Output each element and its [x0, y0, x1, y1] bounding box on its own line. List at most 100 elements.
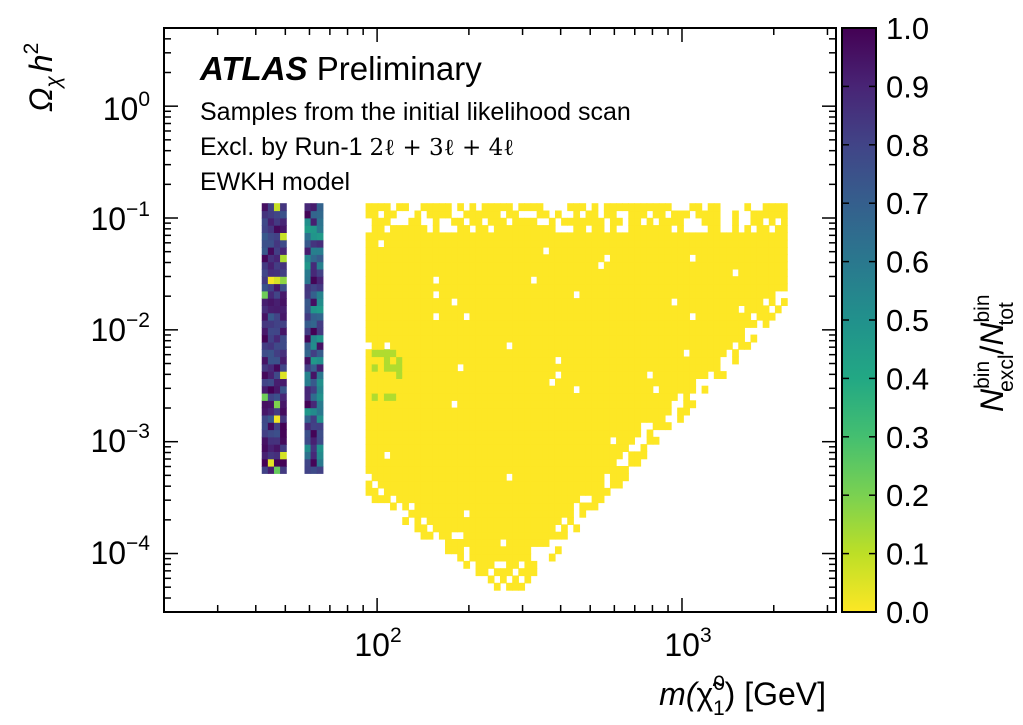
heatmap-cell	[506, 393, 513, 401]
heatmap-cell	[487, 575, 495, 584]
heatmap-cell	[738, 341, 745, 350]
heatmap-cell	[518, 407, 526, 416]
heatmap-cell	[280, 458, 287, 467]
heatmap-cell	[365, 276, 373, 285]
heatmap-cell	[469, 466, 477, 474]
heatmap-cell	[469, 444, 477, 452]
heatmap-cell	[383, 356, 391, 365]
heatmap-cell	[561, 247, 568, 255]
heatmap-cell	[634, 210, 642, 219]
heatmap-cell	[481, 480, 489, 489]
heatmap-cell	[463, 283, 471, 292]
heatmap-cell	[774, 247, 782, 255]
heatmap-cell	[634, 261, 642, 270]
heatmap-cell	[457, 524, 464, 533]
heatmap-cell	[420, 320, 428, 328]
heatmap-cell	[518, 480, 526, 489]
heatmap-cell	[585, 393, 593, 401]
heatmap-cell	[548, 422, 556, 431]
heatmap-cell	[579, 268, 587, 277]
heatmap-cell	[390, 436, 397, 445]
heatmap-cell	[591, 247, 599, 255]
heatmap-cell	[713, 283, 721, 292]
heatmap-cell	[469, 268, 477, 277]
heatmap-cell	[622, 203, 629, 212]
heatmap-cell	[261, 217, 269, 226]
heatmap-cell	[677, 407, 684, 416]
heatmap-cell	[768, 254, 776, 263]
heatmap-cell	[677, 247, 684, 255]
heatmap-cell	[267, 371, 275, 379]
y-axis-label: Ωχh2	[20, 43, 65, 112]
heatmap-cell	[695, 247, 703, 255]
heatmap-cell	[481, 232, 489, 241]
heatmap-cell	[567, 509, 574, 518]
heatmap-cell	[377, 283, 385, 292]
heatmap-cell	[634, 356, 642, 365]
heatmap-cell	[273, 305, 281, 314]
heatmap-cell	[512, 429, 519, 438]
heatmap-cell	[316, 203, 324, 212]
heatmap-cell	[609, 239, 617, 248]
heatmap-cell	[457, 393, 464, 401]
heatmap-cell	[713, 334, 721, 343]
heatmap-cell	[408, 429, 416, 438]
heatmap-cell	[432, 487, 440, 496]
heatmap-cell	[445, 305, 452, 314]
heatmap-cell	[640, 232, 648, 241]
heatmap-cell	[481, 239, 489, 248]
heatmap-cell	[500, 247, 507, 255]
heatmap-cell	[542, 429, 550, 438]
heatmap-cell	[664, 276, 672, 285]
heatmap-cell	[420, 436, 428, 445]
heatmap-cell	[750, 232, 758, 241]
heatmap-cell	[567, 414, 574, 423]
heatmap-cell	[365, 290, 373, 299]
heatmap-cell	[365, 487, 373, 496]
heatmap-cell	[463, 276, 471, 285]
heatmap-cell	[646, 436, 654, 445]
heatmap-cell	[518, 546, 526, 555]
heatmap-cell	[481, 509, 489, 518]
heatmap-cell	[573, 268, 581, 277]
heatmap-cell	[512, 458, 519, 467]
heatmap-cell	[261, 225, 269, 233]
heatmap-cell	[542, 320, 550, 328]
heatmap-cell	[603, 312, 611, 321]
heatmap-cell	[585, 473, 593, 482]
heatmap-cell	[463, 560, 471, 569]
heatmap-cell	[518, 327, 526, 336]
heatmap-cell	[616, 378, 623, 387]
heatmap-cell	[646, 312, 654, 321]
heatmap-cell	[646, 239, 654, 248]
heatmap-cell	[512, 217, 519, 226]
heatmap-cell	[609, 298, 617, 306]
heatmap-cell	[432, 429, 440, 438]
heatmap-cell	[683, 232, 690, 241]
annotations: ATLAS Preliminary Samples from the initi…	[199, 50, 631, 196]
heatmap-cell	[597, 268, 605, 277]
heatmap-cell	[713, 239, 721, 248]
heatmap-cell	[267, 341, 275, 350]
heatmap-cell	[561, 385, 568, 394]
heatmap-cell	[316, 268, 324, 277]
heatmap-cell	[383, 458, 391, 467]
heatmap-cell	[530, 480, 538, 489]
heatmap-cell	[383, 283, 391, 292]
heatmap-cell	[396, 422, 403, 431]
plot-frame	[163, 27, 837, 613]
heatmap-cell	[463, 495, 471, 504]
heatmap-cell	[567, 422, 574, 431]
heatmap-cell	[597, 385, 605, 394]
heatmap-cell	[762, 320, 770, 328]
heatmap-cell	[585, 502, 593, 511]
heatmap-cell	[481, 261, 489, 270]
heatmap-cell	[781, 232, 788, 241]
heatmap-cell	[371, 458, 379, 467]
heatmap-cell	[506, 247, 513, 255]
heatmap-cell	[664, 312, 672, 321]
heatmap-cell	[640, 327, 648, 336]
heatmap-cell	[579, 356, 587, 365]
heatmap-cell	[677, 217, 684, 226]
heatmap-cell	[554, 517, 562, 525]
